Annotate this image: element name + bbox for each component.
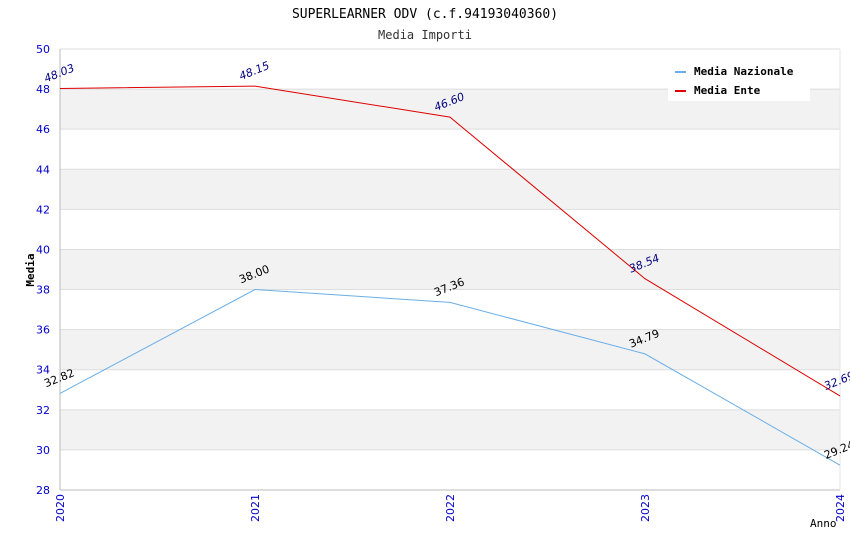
y-tick-label: 48: [36, 83, 50, 96]
y-tick-labels: 28 30 32 34 36 38 40 42 44 46 48 50: [36, 43, 50, 497]
y-tick-label: 42: [36, 203, 50, 216]
data-label: 32.69: [822, 369, 850, 393]
y-tick-label: 40: [36, 243, 50, 256]
x-tick-labels: 2020 2021 2022 2023 2024: [54, 494, 847, 522]
data-label: 48.15: [237, 59, 271, 83]
grid-band: [60, 329, 840, 370]
gridlines: [60, 48, 840, 491]
y-axis-label: Media: [24, 253, 37, 286]
y-tick-label: 30: [36, 444, 50, 457]
data-label: 48.03: [42, 61, 76, 85]
legend-label-media-ente: Media Ente: [694, 84, 761, 97]
x-tick-label: 2024: [834, 494, 847, 522]
grid-band: [60, 169, 840, 210]
series-line-media-ente: [59, 85, 841, 397]
x-tick-label: 2023: [639, 494, 652, 522]
y-tick-label: 36: [36, 324, 50, 337]
grid-band: [60, 249, 840, 290]
y-tick-label: 32: [36, 404, 50, 417]
series-lines: [59, 85, 841, 466]
x-axis-label: Anno: [810, 517, 837, 530]
legend-label-media-nazionale: Media Nazionale: [694, 65, 794, 78]
y-tick-label: 46: [36, 123, 50, 136]
x-tick-label: 2020: [54, 494, 67, 522]
chart-subtitle: Media Importi: [378, 28, 472, 42]
legend: Media Nazionale Media Ente: [668, 60, 810, 101]
y-tick-label: 44: [36, 163, 50, 176]
legend-box: [668, 60, 810, 101]
x-tick-label: 2021: [249, 494, 262, 522]
y-tick-label: 50: [36, 43, 50, 56]
grid-band: [60, 409, 840, 450]
chart-title: SUPERLEARNER ODV (c.f.94193040360): [292, 7, 558, 22]
series-line-media-nazionale: [59, 289, 841, 466]
y-tick-label: 38: [36, 284, 50, 297]
y-tick-label: 28: [36, 484, 50, 497]
axes: [59, 49, 841, 491]
y-tick-label: 34: [36, 364, 50, 377]
background-bands: [60, 89, 840, 450]
x-tick-label: 2022: [444, 494, 457, 522]
